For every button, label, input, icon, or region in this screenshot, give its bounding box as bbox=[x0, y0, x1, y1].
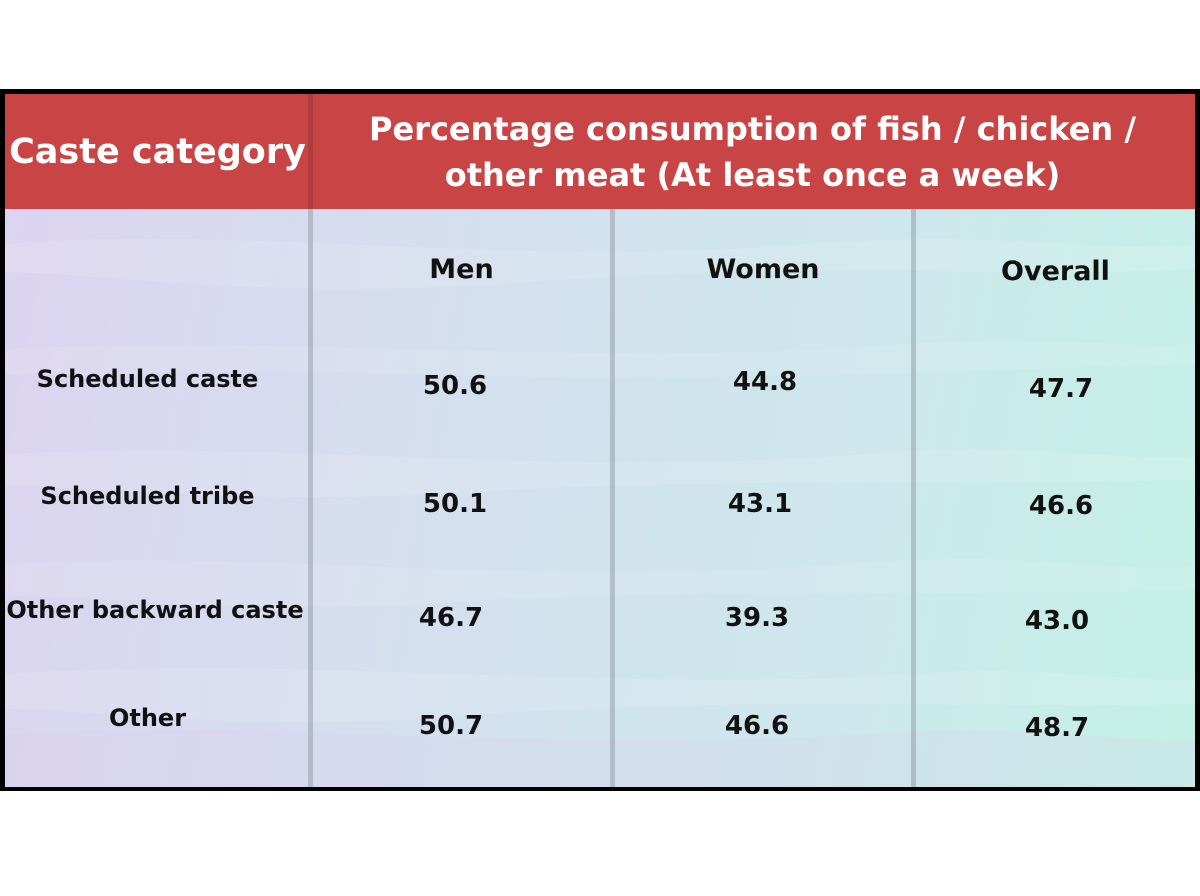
table-cell: 46.6 bbox=[1028, 491, 1094, 521]
column-header-men: Men bbox=[429, 253, 494, 285]
wave-background bbox=[5, 238, 1195, 787]
row-label-other: Other bbox=[108, 704, 187, 732]
column-header-overall: Overall bbox=[1001, 255, 1110, 287]
table-cell: 43.1 bbox=[727, 489, 793, 519]
header-consumption-title: Percentage consumption of fish / chicken… bbox=[310, 94, 1195, 209]
row-label-other-backward-caste: Other backward caste bbox=[6, 596, 304, 624]
table-cell: 50.7 bbox=[418, 711, 484, 741]
table-cell: 46.6 bbox=[724, 711, 790, 741]
table-cell: 39.3 bbox=[724, 603, 790, 633]
column-divider bbox=[911, 209, 916, 787]
header-divider bbox=[308, 94, 313, 209]
table-frame: Caste category Percentage consumption of… bbox=[0, 89, 1200, 791]
column-header-women: Women bbox=[706, 253, 820, 285]
data-table: Caste category Percentage consumption of… bbox=[5, 94, 1195, 787]
table-cell: 47.7 bbox=[1028, 374, 1094, 404]
row-label-scheduled-caste: Scheduled caste bbox=[36, 365, 259, 393]
table-cell: 43.0 bbox=[1024, 606, 1090, 636]
table-cell: 44.8 bbox=[732, 367, 798, 397]
header-caste-category: Caste category bbox=[5, 94, 310, 209]
column-divider bbox=[610, 209, 615, 787]
table-cell: 48.7 bbox=[1024, 713, 1090, 743]
table-cell: 50.1 bbox=[422, 489, 488, 519]
table-cell: 46.7 bbox=[418, 603, 484, 633]
table-cell: 50.6 bbox=[422, 371, 488, 401]
row-label-scheduled-tribe: Scheduled tribe bbox=[40, 482, 255, 510]
column-divider bbox=[308, 209, 313, 787]
